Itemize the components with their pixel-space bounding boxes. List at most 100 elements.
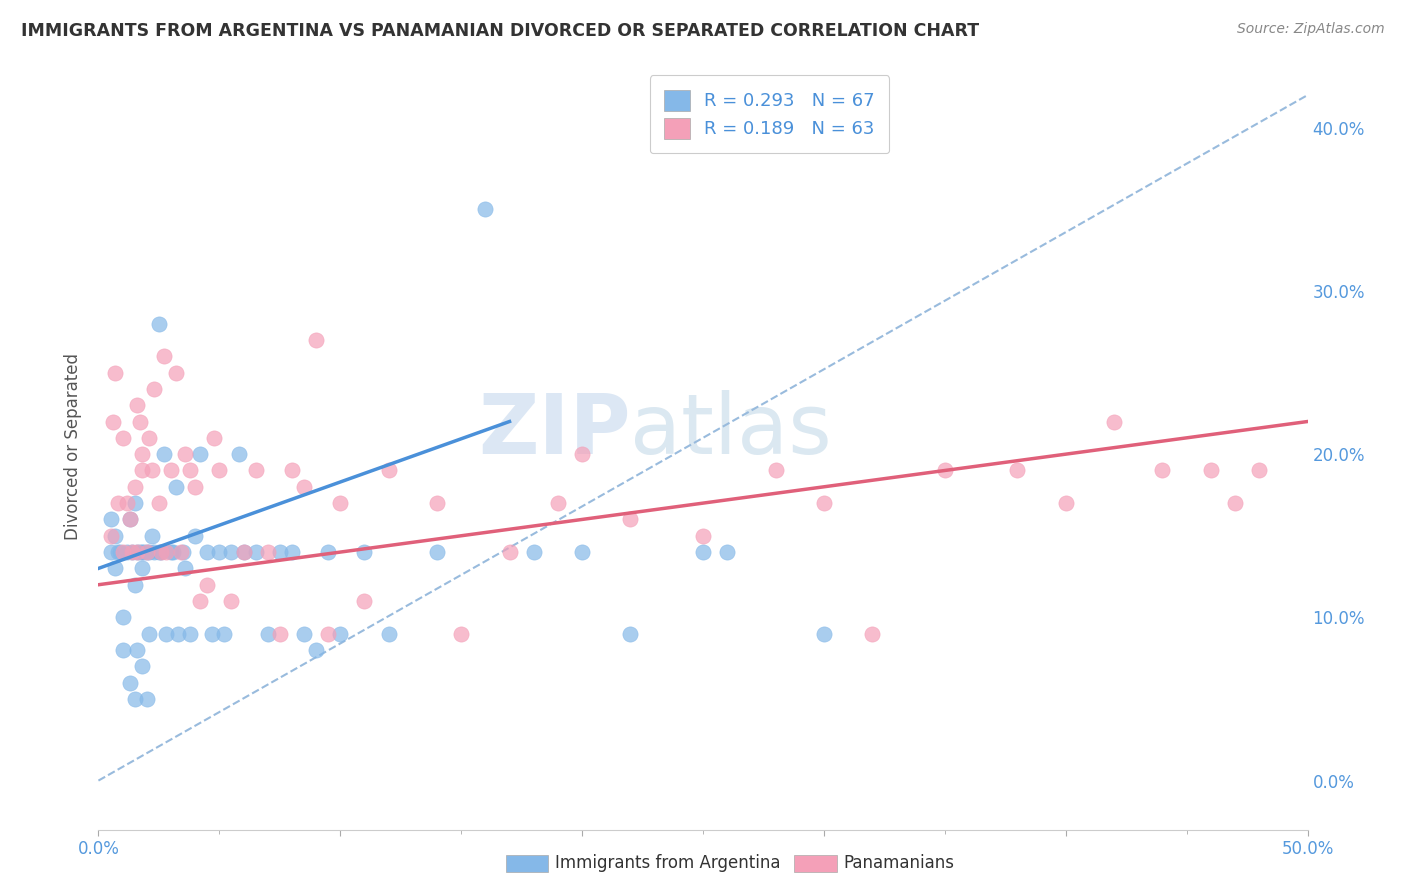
Text: Immigrants from Argentina: Immigrants from Argentina [555, 855, 780, 872]
Point [188, 447, 211, 461]
Point [305, 643, 328, 657]
Point [100, 529, 122, 543]
Point [329, 626, 352, 640]
Point [131, 447, 153, 461]
Point [172, 545, 194, 559]
Point [716, 545, 738, 559]
Point [292, 626, 315, 640]
Point [232, 545, 254, 559]
Point [155, 626, 177, 640]
Point [281, 463, 304, 477]
Point [860, 626, 883, 640]
Point [1054, 496, 1077, 510]
Point [138, 545, 160, 559]
Point [124, 578, 146, 592]
Point [152, 349, 174, 363]
Point [104, 529, 127, 543]
Point [426, 545, 449, 559]
Point [131, 545, 153, 559]
Point [127, 545, 149, 559]
Point [245, 463, 267, 477]
Text: atlas: atlas [630, 390, 832, 471]
Legend: R = 0.293   N = 67, R = 0.189   N = 63: R = 0.293 N = 67, R = 0.189 N = 63 [650, 75, 889, 153]
Point [104, 366, 127, 380]
Point [547, 496, 569, 510]
Y-axis label: Divorced or Separated: Divorced or Separated [63, 352, 82, 540]
Point [128, 415, 150, 429]
Point [131, 463, 153, 477]
Point [104, 561, 127, 575]
Point [692, 529, 714, 543]
Point [184, 529, 207, 543]
Point [148, 545, 170, 559]
Point [221, 545, 243, 559]
Point [155, 545, 177, 559]
Point [127, 643, 149, 657]
Point [160, 463, 183, 477]
Point [184, 480, 207, 494]
Point [195, 578, 218, 592]
Point [692, 545, 714, 559]
Point [117, 545, 139, 559]
Point [111, 431, 134, 445]
Point [174, 447, 197, 461]
Point [474, 202, 496, 217]
Point [118, 675, 141, 690]
Point [245, 545, 267, 559]
Point [212, 626, 235, 640]
Point [208, 463, 231, 477]
Point [101, 415, 124, 429]
Point [377, 463, 399, 477]
Point [329, 496, 352, 510]
Point [148, 317, 170, 331]
Point [121, 545, 143, 559]
Point [765, 463, 787, 477]
Point [571, 545, 593, 559]
Point [353, 594, 375, 608]
Point [1102, 415, 1125, 429]
Point [127, 545, 149, 559]
Point [316, 626, 339, 640]
Text: ZIP: ZIP [478, 390, 630, 471]
Point [131, 659, 153, 673]
Point [165, 480, 187, 494]
Point [1249, 463, 1271, 477]
Point [813, 626, 835, 640]
Point [107, 545, 129, 559]
Point [143, 382, 166, 396]
Point [256, 626, 278, 640]
Point [127, 398, 149, 412]
Point [377, 626, 399, 640]
Point [228, 447, 250, 461]
Point [523, 545, 546, 559]
Point [256, 545, 278, 559]
Text: IMMIGRANTS FROM ARGENTINA VS PANAMANIAN DIVORCED OR SEPARATED CORRELATION CHART: IMMIGRANTS FROM ARGENTINA VS PANAMANIAN … [21, 22, 979, 40]
Text: Source: ZipAtlas.com: Source: ZipAtlas.com [1237, 22, 1385, 37]
Point [188, 594, 211, 608]
Point [143, 545, 166, 559]
Point [138, 626, 160, 640]
Point [353, 545, 375, 559]
Point [131, 561, 153, 575]
Point [162, 545, 184, 559]
Point [292, 480, 315, 494]
Point [269, 545, 291, 559]
Point [150, 545, 173, 559]
Point [1152, 463, 1174, 477]
Point [134, 545, 156, 559]
Point [100, 512, 122, 526]
Point [141, 463, 163, 477]
Point [619, 512, 641, 526]
Point [1199, 463, 1222, 477]
Point [281, 545, 304, 559]
Point [135, 545, 157, 559]
Point [169, 545, 191, 559]
Point [426, 496, 449, 510]
Point [571, 447, 593, 461]
Point [165, 366, 187, 380]
Point [167, 626, 190, 640]
Point [138, 431, 160, 445]
Point [1223, 496, 1246, 510]
Point [934, 463, 956, 477]
Point [179, 463, 201, 477]
